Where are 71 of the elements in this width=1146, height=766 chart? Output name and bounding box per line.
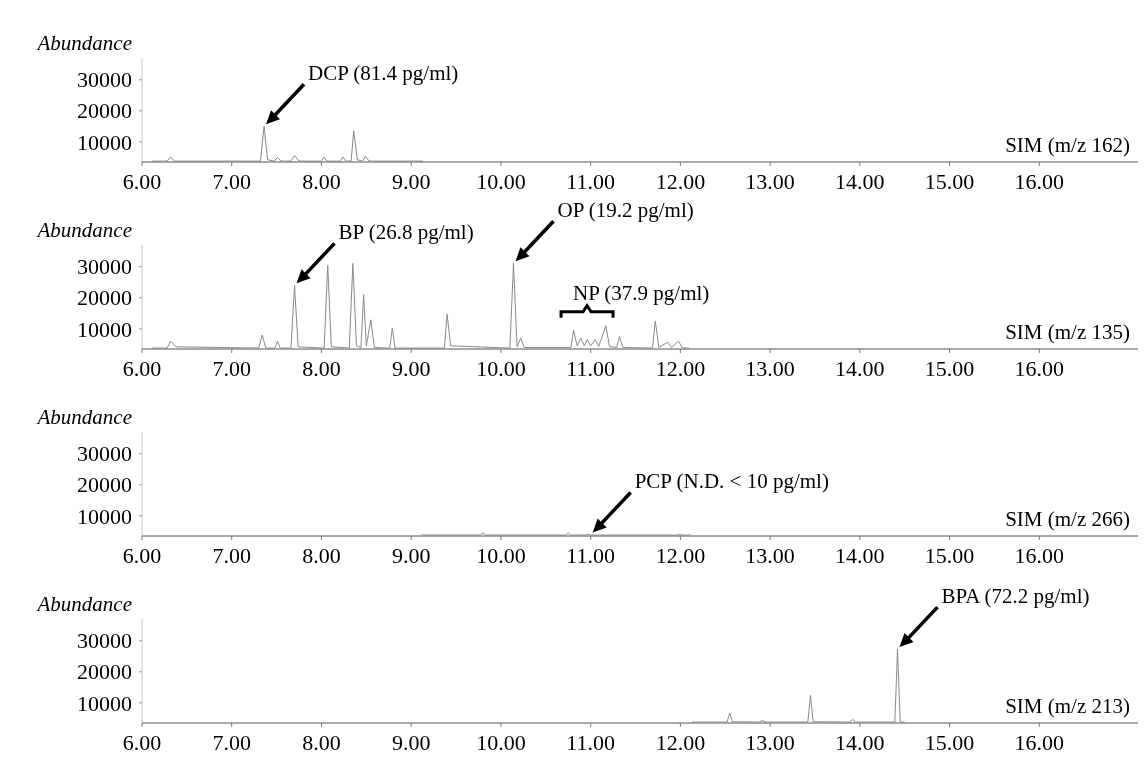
y-tick-label: 20000 xyxy=(77,285,132,311)
annotation: SIM (m/z 213) xyxy=(1005,694,1130,718)
annotation: BPA (72.2 pg/ml) xyxy=(941,584,1090,609)
x-tick-label: 8.00 xyxy=(302,356,341,381)
x-tick-label: 6.00 xyxy=(122,356,162,381)
line-series xyxy=(691,648,906,723)
y-tick-label: 20000 xyxy=(77,659,132,685)
y-tick-label: 10000 xyxy=(77,503,132,529)
y-tick-label: 30000 xyxy=(77,628,132,654)
y-tick-label: 30000 xyxy=(77,441,132,467)
x-tick-label: 11.00 xyxy=(566,169,615,194)
x-tick-label: 14.00 xyxy=(835,169,885,194)
x-tick-label: 7.00 xyxy=(212,730,251,755)
annotation: DCP (81.4 pg/ml) xyxy=(308,61,459,86)
x-tick-label: 10.00 xyxy=(476,169,526,194)
x-tick-label: 14.00 xyxy=(835,730,885,755)
annotation: OP (19.2 pg/ml) xyxy=(557,198,694,223)
x-tick-label: 8.00 xyxy=(302,169,341,194)
y-tick-label: 10000 xyxy=(77,129,132,155)
x-tick-label: 6.00 xyxy=(122,543,162,568)
x-tick-label: 15.00 xyxy=(924,169,975,194)
x-tick-label: 9.00 xyxy=(391,169,431,194)
x-tick-label: 6.00 xyxy=(122,169,162,194)
x-tick-label: 8.00 xyxy=(302,730,341,755)
y-tick-label: 20000 xyxy=(77,98,132,124)
x-tick-label: 13.00 xyxy=(745,543,795,568)
x-tick-label: 8.00 xyxy=(302,543,341,568)
x-tick-label: 11.00 xyxy=(566,543,615,568)
x-tick-label: 10.00 xyxy=(476,356,526,381)
x-tick-label: 16.00 xyxy=(1014,356,1065,381)
y-axis-title: Abundance xyxy=(35,31,132,55)
x-tick-label: 7.00 xyxy=(212,543,251,568)
x-tick-label: 12.00 xyxy=(655,169,706,194)
annotation: NP (37.9 pg/ml) xyxy=(573,280,710,305)
annotation: SIM (m/z 135) xyxy=(1005,320,1130,344)
y-tick-label: 30000 xyxy=(77,67,132,93)
x-tick-label: 9.00 xyxy=(391,356,431,381)
x-tick-label: 9.00 xyxy=(391,543,431,568)
x-tick-label: 10.00 xyxy=(476,730,526,755)
y-tick-label: 10000 xyxy=(77,316,132,342)
x-tick-label: 9.00 xyxy=(391,730,431,755)
x-tick-label: 12.00 xyxy=(655,356,706,381)
x-tick-label: 13.00 xyxy=(745,356,795,381)
annotation: SIM (m/z 266) xyxy=(1005,507,1130,531)
x-tick-label: 12.00 xyxy=(655,543,706,568)
x-tick-label: 7.00 xyxy=(212,356,251,381)
x-tick-label: 11.00 xyxy=(566,356,615,381)
x-tick-label: 14.00 xyxy=(835,543,885,568)
x-tick-label: 10.00 xyxy=(476,543,526,568)
annotation: BP (26.8 pg/ml) xyxy=(338,220,474,245)
y-axis-title: Abundance xyxy=(35,218,132,242)
x-tick-label: 14.00 xyxy=(835,356,885,381)
y-tick-label: 10000 xyxy=(77,690,132,716)
y-axis-title: Abundance xyxy=(35,405,132,429)
x-tick-label: 11.00 xyxy=(566,730,615,755)
y-tick-label: 20000 xyxy=(77,472,132,498)
annotation: PCP (N.D. < 10 pg/ml) xyxy=(634,469,829,494)
x-tick-label: 7.00 xyxy=(212,169,251,194)
x-tick-label: 16.00 xyxy=(1014,730,1065,755)
annotation: SIM (m/z 162) xyxy=(1005,133,1130,157)
x-tick-label: 16.00 xyxy=(1014,169,1065,194)
y-tick-label: 30000 xyxy=(77,254,132,280)
x-tick-label: 16.00 xyxy=(1014,543,1065,568)
x-tick-label: 15.00 xyxy=(924,730,975,755)
x-tick-label: 13.00 xyxy=(745,730,795,755)
x-tick-label: 13.00 xyxy=(745,169,795,194)
x-tick-label: 15.00 xyxy=(924,543,975,568)
x-tick-label: 6.00 xyxy=(122,730,162,755)
x-tick-label: 15.00 xyxy=(924,356,975,381)
y-axis-title: Abundance xyxy=(35,592,132,616)
x-tick-label: 12.00 xyxy=(655,730,706,755)
